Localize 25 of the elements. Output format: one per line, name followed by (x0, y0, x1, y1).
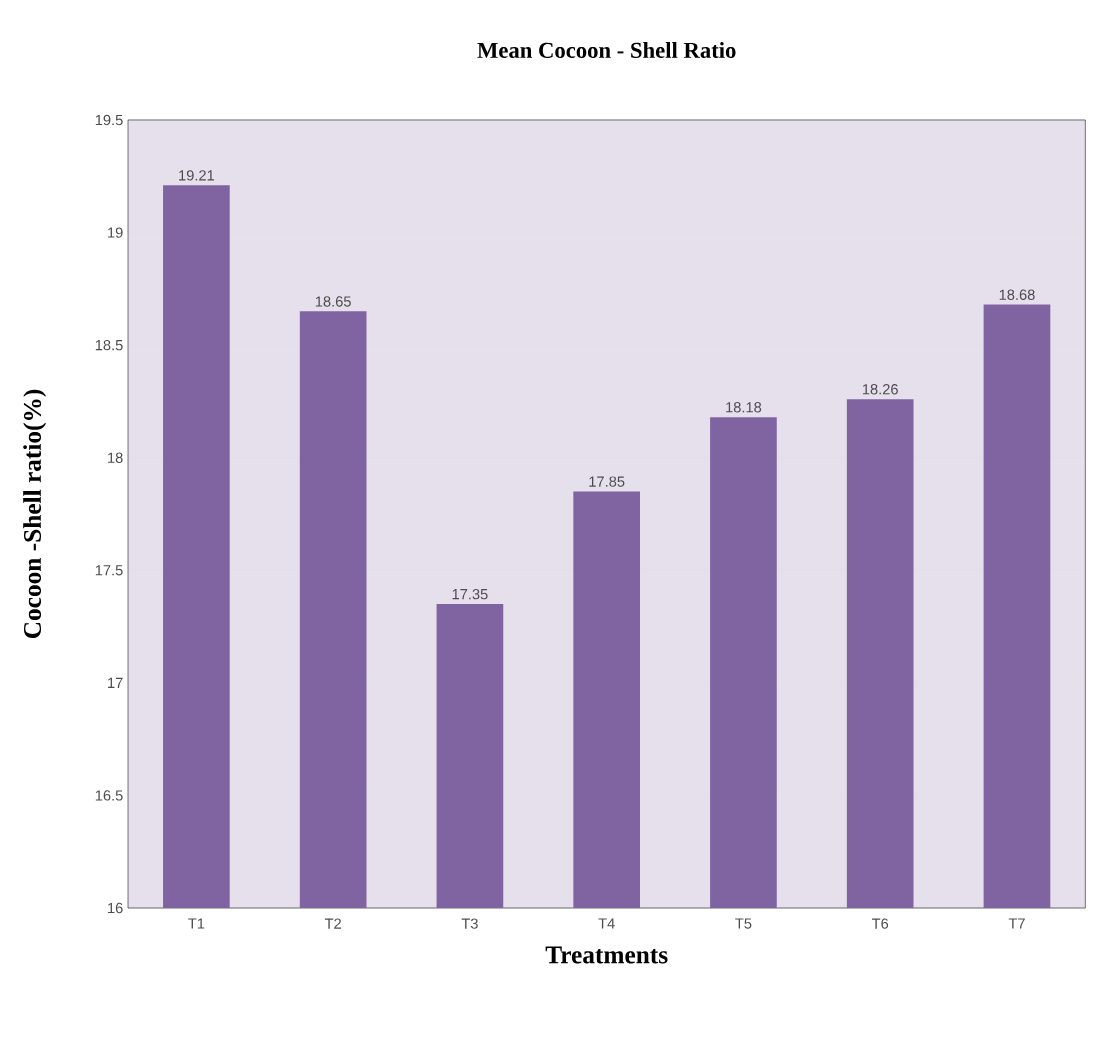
y-tick-label: 18 (108, 452, 123, 463)
y-tick-label: 16 (108, 902, 123, 914)
y-tick-label: 17.5 (95, 565, 123, 576)
x-tick-label: T7 (1008, 918, 1025, 929)
y-tick-label: 19.5 (95, 114, 123, 126)
x-tick-label: T6 (871, 918, 889, 929)
y-tick-label: 19 (108, 227, 123, 238)
x-tick-label: T2 (324, 918, 341, 929)
chart-title: Mean Cocoon - Shell Ratio (477, 42, 736, 58)
data-label: 18.18 (726, 402, 762, 413)
data-label: 17.35 (452, 588, 488, 600)
data-label: 18.68 (999, 289, 1035, 300)
data-label: 19.21 (179, 170, 215, 181)
y-axis-title: Cocoon -Shell ratio(%) (23, 389, 47, 639)
x-tick-label: T1 (188, 918, 205, 929)
x-axis-title: Treatments (545, 946, 668, 964)
data-label: 18.26 (862, 384, 898, 395)
x-tick-label: T4 (598, 918, 615, 929)
y-tick-label: 17 (108, 677, 123, 688)
y-tick-label: 16.5 (95, 790, 123, 801)
x-tick-label: T3 (461, 918, 478, 929)
x-tick-label: T5 (735, 918, 752, 929)
data-label: 18.65 (315, 296, 351, 307)
data-label: 17.85 (589, 476, 625, 487)
y-tick-label: 18.5 (95, 339, 123, 351)
